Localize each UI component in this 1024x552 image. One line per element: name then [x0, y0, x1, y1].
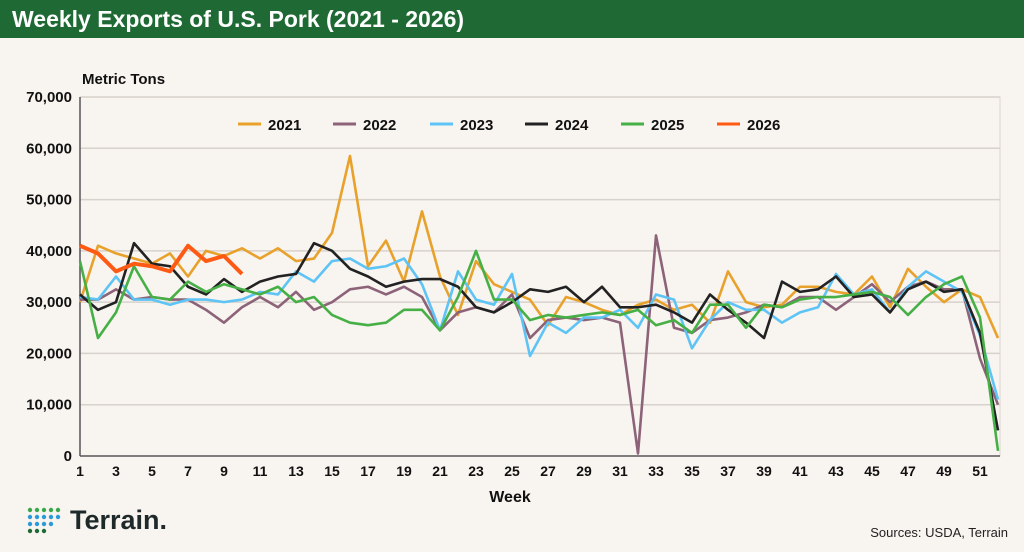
- y-tick-label: 30,000: [26, 294, 72, 311]
- x-tick-label: 51: [972, 463, 988, 479]
- x-axis-label: Week: [489, 489, 531, 506]
- x-tick-label: 37: [720, 463, 736, 479]
- logo-text: Terrain.: [70, 505, 168, 535]
- x-tick-label: 3: [112, 463, 120, 479]
- x-tick-label: 17: [360, 463, 376, 479]
- x-tick-label: 15: [324, 463, 340, 479]
- y-axis-label: Metric Tons: [82, 71, 165, 88]
- x-tick-label: 27: [540, 463, 556, 479]
- legend-label-2023: 2023: [460, 117, 493, 134]
- x-tick-label: 47: [900, 463, 916, 479]
- chart-title: Weekly Exports of U.S. Pork (2021 - 2026…: [0, 0, 1024, 38]
- series-line-2021: [78, 154, 1000, 339]
- x-tick-label: 23: [468, 463, 484, 479]
- legend-label-2026: 2026: [747, 117, 780, 134]
- x-tick-label: 11: [253, 463, 268, 479]
- legend-label-2022: 2022: [363, 117, 396, 134]
- legend-label-2024: 2024: [555, 117, 589, 134]
- y-tick-label: 60,000: [26, 140, 72, 157]
- x-tick-label: 13: [288, 463, 304, 479]
- x-tick-label: 9: [220, 463, 228, 479]
- x-tick-label: 35: [684, 463, 700, 479]
- source-note: Sources: USDA, Terrain: [870, 525, 1008, 540]
- terrain-logo: Terrain.: [26, 505, 167, 536]
- x-tick-label: 21: [432, 463, 448, 479]
- series-line-2022: [80, 234, 1000, 455]
- x-tick-label: 31: [612, 463, 628, 479]
- y-tick-label: 50,000: [26, 192, 72, 209]
- x-tick-label: 29: [576, 463, 592, 479]
- x-tick-label: 5: [148, 463, 156, 479]
- plot-frame: [79, 96, 1001, 457]
- x-tick-label: 43: [828, 463, 844, 479]
- x-tick-label: 7: [184, 463, 192, 479]
- y-tick-label: 20,000: [26, 345, 72, 362]
- x-tick-label: 33: [648, 463, 664, 479]
- x-tick-label: 41: [792, 463, 808, 479]
- series-line-2026: [79, 243, 244, 276]
- y-tick-label: 40,000: [26, 243, 72, 260]
- y-tick-label: 10,000: [26, 397, 72, 414]
- x-tick-label: 39: [756, 463, 772, 479]
- x-tick-label: 25: [504, 463, 520, 479]
- legend-label-2025: 2025: [651, 117, 684, 134]
- legend-label-2021: 2021: [268, 117, 301, 134]
- series-line-2023: [79, 257, 1000, 400]
- x-tick-label: 49: [936, 463, 952, 479]
- logo-dots-icon: [27, 507, 61, 533]
- y-tick-label: 70,000: [26, 89, 72, 106]
- x-tick-label: 1: [76, 463, 84, 479]
- x-tick-label: 45: [864, 463, 880, 479]
- y-tick-label: 0: [64, 448, 72, 465]
- x-tick-label: 19: [396, 463, 412, 479]
- series-line-2025: [78, 249, 1000, 452]
